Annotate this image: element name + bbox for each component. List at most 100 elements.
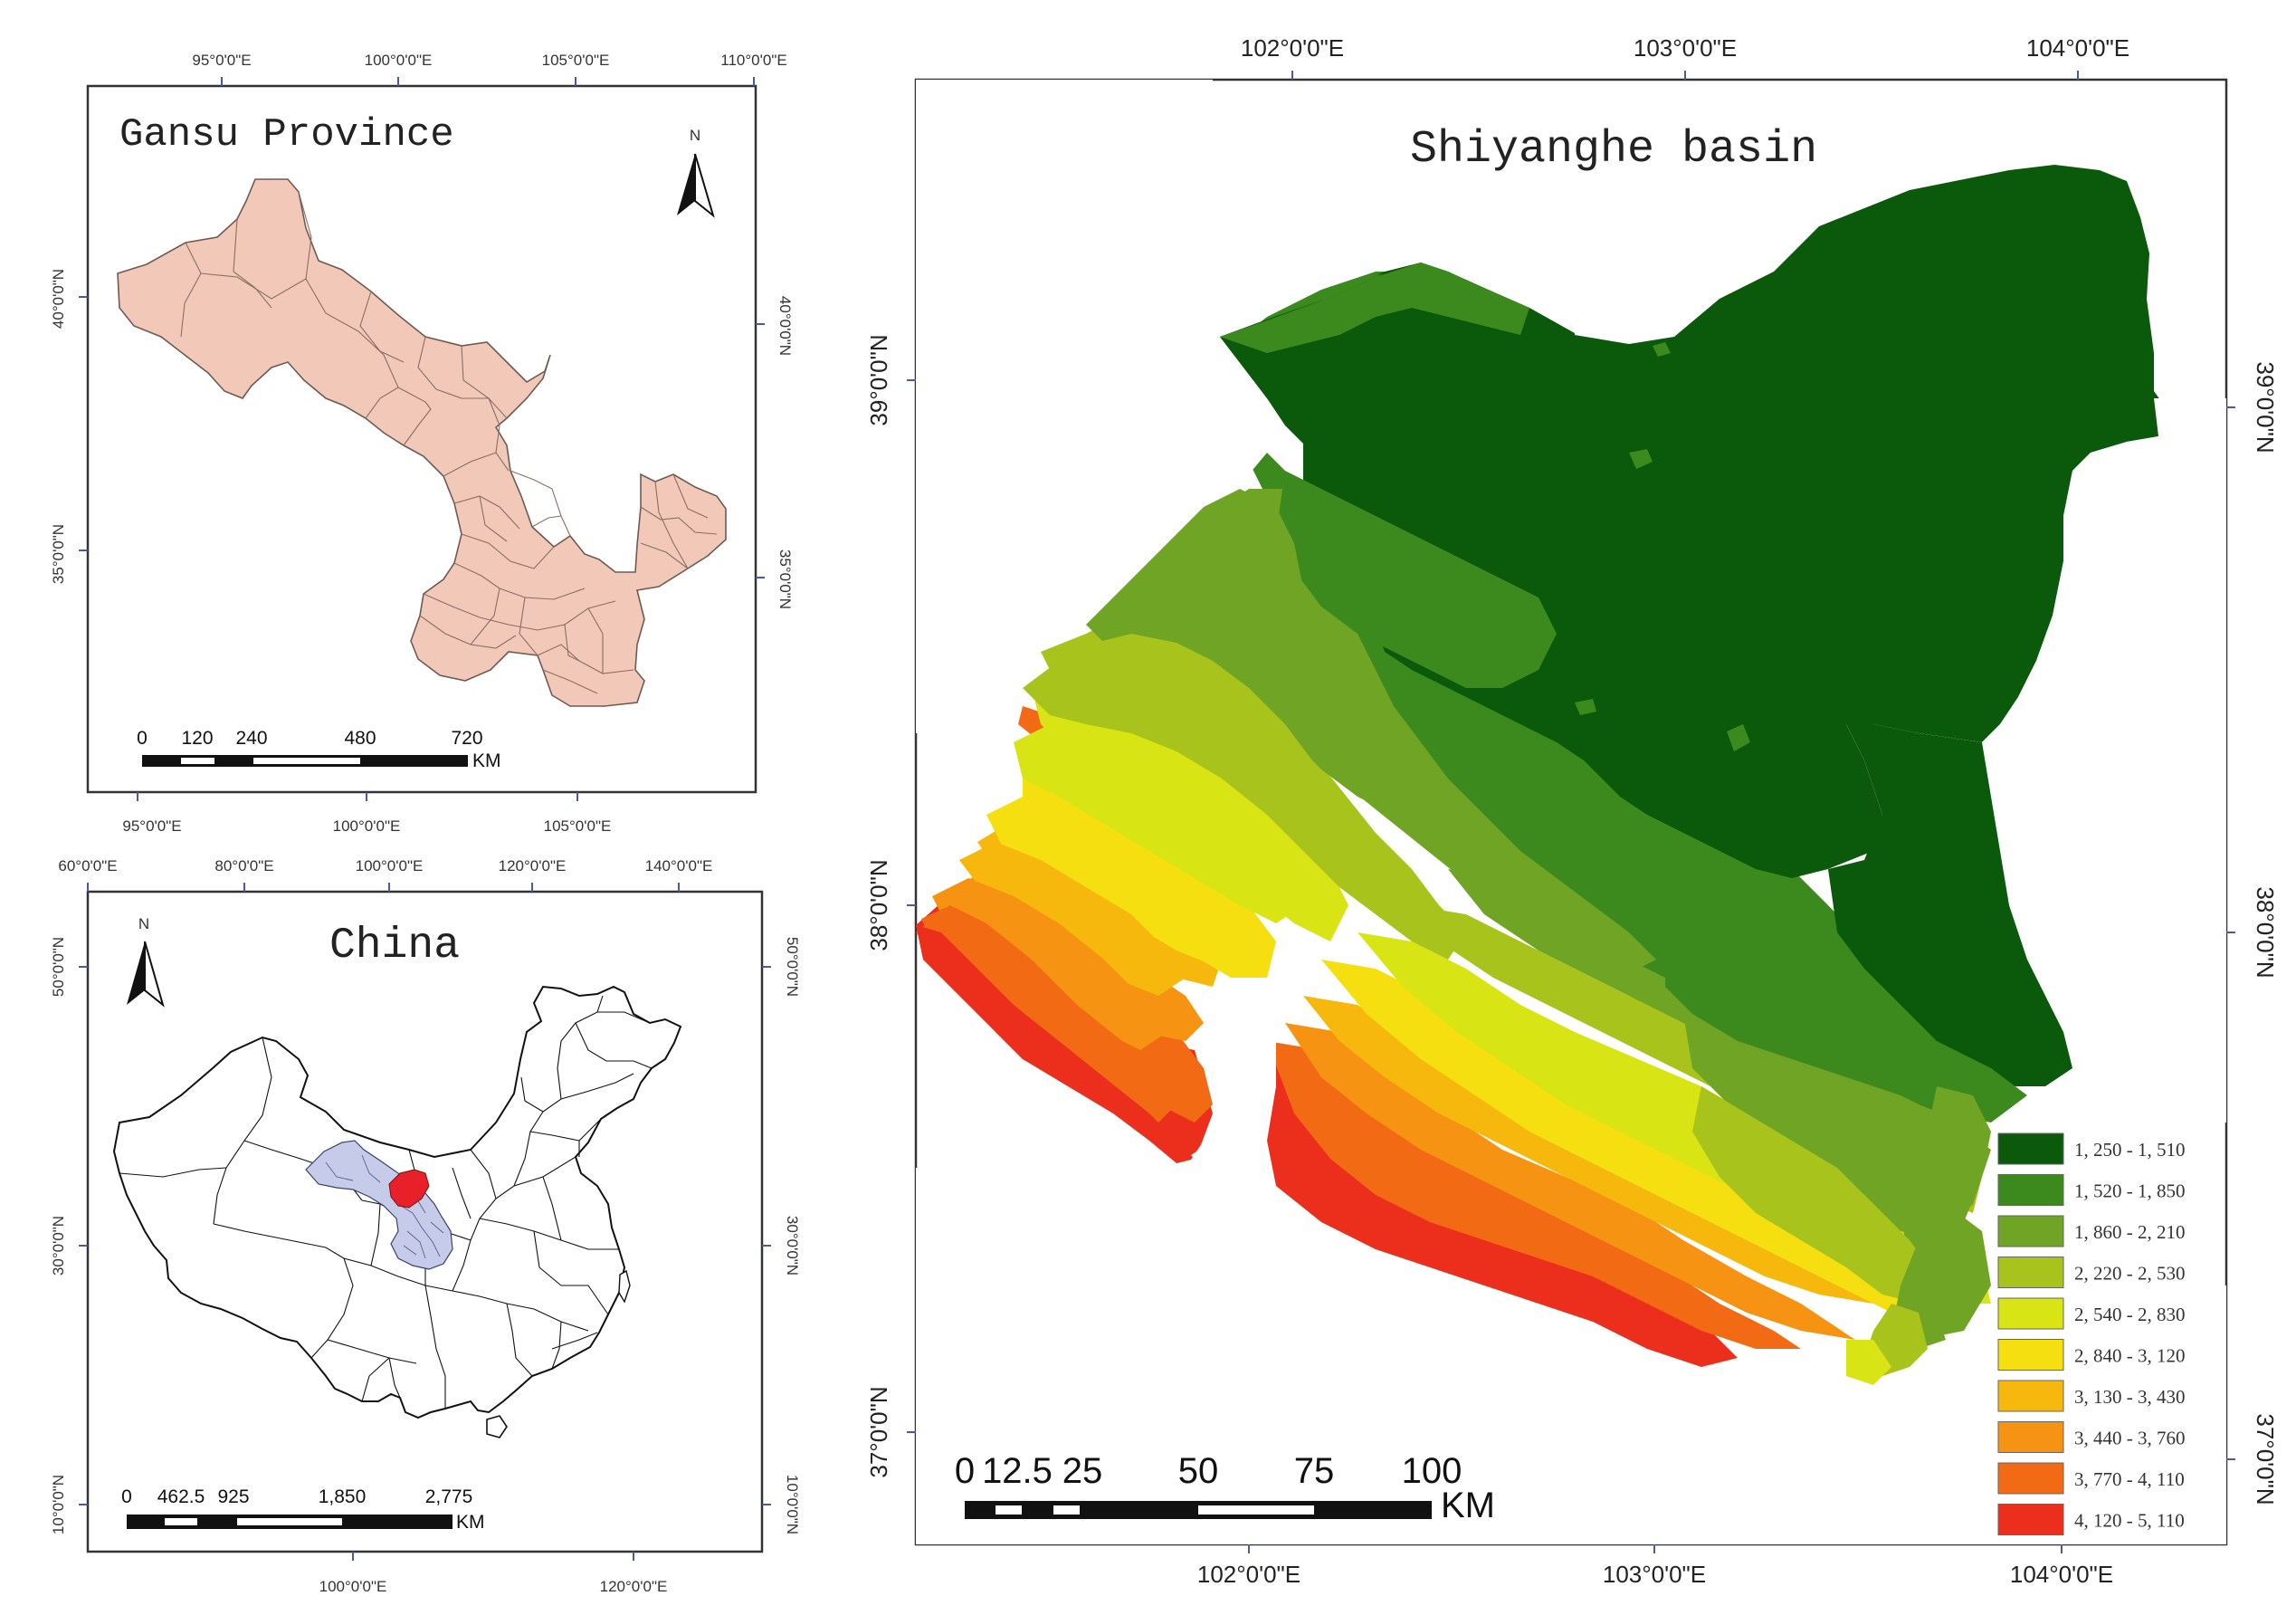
legend-swatch-2 bbox=[1997, 1215, 2064, 1247]
basin-bottom-tick-2: 104°0'0"E bbox=[2010, 1561, 2113, 1588]
basin-northwest-slope bbox=[1220, 263, 1529, 353]
basin-west-slope bbox=[1276, 471, 1557, 688]
legend-swatch-5 bbox=[1997, 1339, 2064, 1371]
basin-title: Shiyanghe basin bbox=[1410, 124, 1817, 176]
basin-scale-25: 25 bbox=[1062, 1451, 1103, 1491]
china-top-tick-1: 80°0'0"E bbox=[214, 857, 273, 874]
basin-east-slope bbox=[1665, 951, 2027, 1123]
basin-scale-bar bbox=[965, 1501, 1432, 1519]
legend-label-1: 1, 520 - 1, 850 bbox=[2074, 1180, 2186, 1202]
basin-southeast-tip-yellow bbox=[1846, 1340, 1891, 1385]
gansu-top-tick-0: 95°0'0"E bbox=[192, 52, 251, 69]
gansu-right-tick-0: 40°0'0"N bbox=[776, 296, 794, 356]
basin-east-tongue bbox=[1828, 724, 2072, 1086]
gansu-panel: 95°0'0"E 100°0'0"E 105°0'0"E 110°0'0"E 9… bbox=[50, 52, 794, 835]
basin-bottom-tick-0: 102°0'0"E bbox=[1197, 1561, 1300, 1588]
china-top-tick-3: 120°0'0"E bbox=[499, 857, 567, 874]
china-basin-highlight bbox=[388, 1169, 430, 1209]
legend-swatch-8 bbox=[1997, 1462, 2064, 1495]
basin-top-tick-1: 103°0'0"E bbox=[1634, 34, 1737, 62]
gansu-top-tick-3: 110°0'0"E bbox=[720, 52, 786, 69]
basin-panel: 102°0'0"E 103°0'0"E 104°0'0"E 102°0'0"E … bbox=[865, 34, 2279, 1588]
basin-scale-0: 0 bbox=[955, 1451, 975, 1491]
basin-right-tick-0: 39°0'0"N bbox=[2252, 361, 2279, 453]
basin-scale-unit: KM bbox=[1441, 1486, 1495, 1525]
basin-south-notch bbox=[1186, 1014, 1276, 1231]
basin-southeast-east-edge bbox=[1891, 1086, 1991, 1349]
china-scale-bar bbox=[127, 1515, 453, 1529]
legend-swatch-7 bbox=[1997, 1421, 2064, 1453]
basin-west-rim bbox=[916, 925, 1195, 1163]
legend-label-3: 2, 220 - 2, 530 bbox=[2074, 1263, 2186, 1285]
basin-left-tick-1: 38°0'0"N bbox=[865, 859, 892, 951]
gansu-scale-720: 720 bbox=[451, 728, 482, 749]
legend-swatch-3 bbox=[1997, 1257, 2064, 1288]
china-title: China bbox=[329, 922, 460, 970]
basin-west-crest-top bbox=[921, 905, 1177, 1123]
basin-dem-map bbox=[916, 80, 2226, 1544]
basin-southeast-hills bbox=[1683, 1014, 1991, 1240]
legend-label-4: 2, 540 - 2, 830 bbox=[2074, 1304, 2186, 1325]
basin-patch-2 bbox=[1727, 724, 1750, 751]
china-right-tick-0: 50°0'0"N bbox=[784, 937, 801, 997]
legend-label-5: 2, 840 - 3, 120 bbox=[2074, 1345, 2186, 1367]
china-north-arrow-icon bbox=[127, 941, 165, 1008]
gansu-left-tick-1: 35°0'0"N bbox=[50, 524, 67, 584]
basin-patch-4 bbox=[1653, 342, 1671, 357]
basin-outside-mask-2 bbox=[916, 80, 1303, 507]
basin-west-highland bbox=[1014, 724, 1303, 923]
legend-swatch-0 bbox=[1997, 1132, 2064, 1165]
basin-west-peaks bbox=[986, 797, 1240, 969]
gansu-left-tick-0: 40°0'0"N bbox=[50, 269, 67, 329]
legend-label-7: 3, 440 - 3, 760 bbox=[2074, 1428, 2186, 1449]
gansu-province-shape bbox=[117, 178, 727, 707]
legend-label-8: 3, 770 - 4, 110 bbox=[2074, 1468, 2185, 1490]
basin-scale-100: 100 bbox=[1402, 1451, 1462, 1491]
basin-top-tick-2: 104°0'0"E bbox=[2026, 34, 2129, 62]
basin-right-tick-2: 37°0'0"N bbox=[2252, 1413, 2279, 1505]
china-left-tick-1: 30°0'0"N bbox=[50, 1216, 67, 1276]
gansu-scale-bar bbox=[142, 755, 468, 767]
gansu-scale-120: 120 bbox=[181, 728, 213, 749]
gansu-scale-0: 0 bbox=[137, 728, 148, 749]
legend-label-6: 3, 130 - 3, 430 bbox=[2074, 1386, 2186, 1408]
legend-swatch-6 bbox=[1997, 1380, 2064, 1412]
china-right-tick-2: 10°0'0"N bbox=[784, 1475, 801, 1534]
basin-patch-3 bbox=[1575, 699, 1596, 715]
basin-scale-12-5: 12.5 bbox=[982, 1451, 1053, 1491]
basin-left-tick-0: 39°0'0"N bbox=[865, 334, 892, 425]
china-right-tick-1: 30°0'0"N bbox=[784, 1216, 801, 1276]
china-gansu-highlight bbox=[305, 1140, 453, 1270]
china-panel: 60°0'0"E 80°0'0"E 100°0'0"E 120°0'0"E 14… bbox=[50, 857, 801, 1595]
china-top-tick-0: 60°0'0"E bbox=[58, 857, 117, 874]
china-bottom-tick-0: 100°0'0"E bbox=[319, 1578, 387, 1595]
basin-scale-50: 50 bbox=[1178, 1451, 1219, 1491]
legend-label-9: 4, 120 - 5, 110 bbox=[2074, 1510, 2185, 1532]
gansu-bottom-tick-1: 100°0'0"E bbox=[333, 817, 401, 835]
gansu-right-tick-1: 35°0'0"N bbox=[776, 549, 794, 609]
gansu-top-tick-1: 100°0'0"E bbox=[365, 52, 433, 69]
basin-left-tick-2: 37°0'0"N bbox=[865, 1386, 892, 1477]
china-bottom-tick-1: 120°0'0"E bbox=[600, 1578, 668, 1595]
gansu-title: Gansu Province bbox=[119, 112, 454, 158]
basin-west-summit bbox=[959, 842, 1186, 996]
china-left-tick-0: 50°0'0"N bbox=[50, 937, 67, 997]
basin-southeast-ridge bbox=[1692, 1086, 1937, 1304]
legend-label-0: 1, 250 - 1, 510 bbox=[2074, 1139, 2186, 1161]
gansu-north-label: N bbox=[690, 127, 700, 144]
basin-scale-75: 75 bbox=[1294, 1451, 1335, 1491]
gansu-bottom-tick-0: 95°0'0"E bbox=[122, 817, 181, 835]
gansu-scale-240: 240 bbox=[235, 728, 267, 749]
gansu-scale-unit: KM bbox=[472, 750, 501, 771]
gansu-north-arrow-icon bbox=[677, 153, 715, 218]
china-top-tick-4: 140°0'0"E bbox=[645, 857, 713, 874]
china-scale-2775: 2,775 bbox=[425, 1486, 473, 1507]
china-scale-unit: KM bbox=[456, 1512, 485, 1533]
china-scale-0: 0 bbox=[121, 1486, 132, 1507]
legend-label-2: 1, 860 - 2, 210 bbox=[2074, 1221, 2186, 1243]
gansu-top-tick-2: 105°0'0"E bbox=[542, 52, 610, 69]
legend-swatch-1 bbox=[1997, 1174, 2064, 1206]
gansu-scale-480: 480 bbox=[344, 728, 376, 749]
china-left-tick-2: 10°0'0"N bbox=[50, 1475, 67, 1534]
